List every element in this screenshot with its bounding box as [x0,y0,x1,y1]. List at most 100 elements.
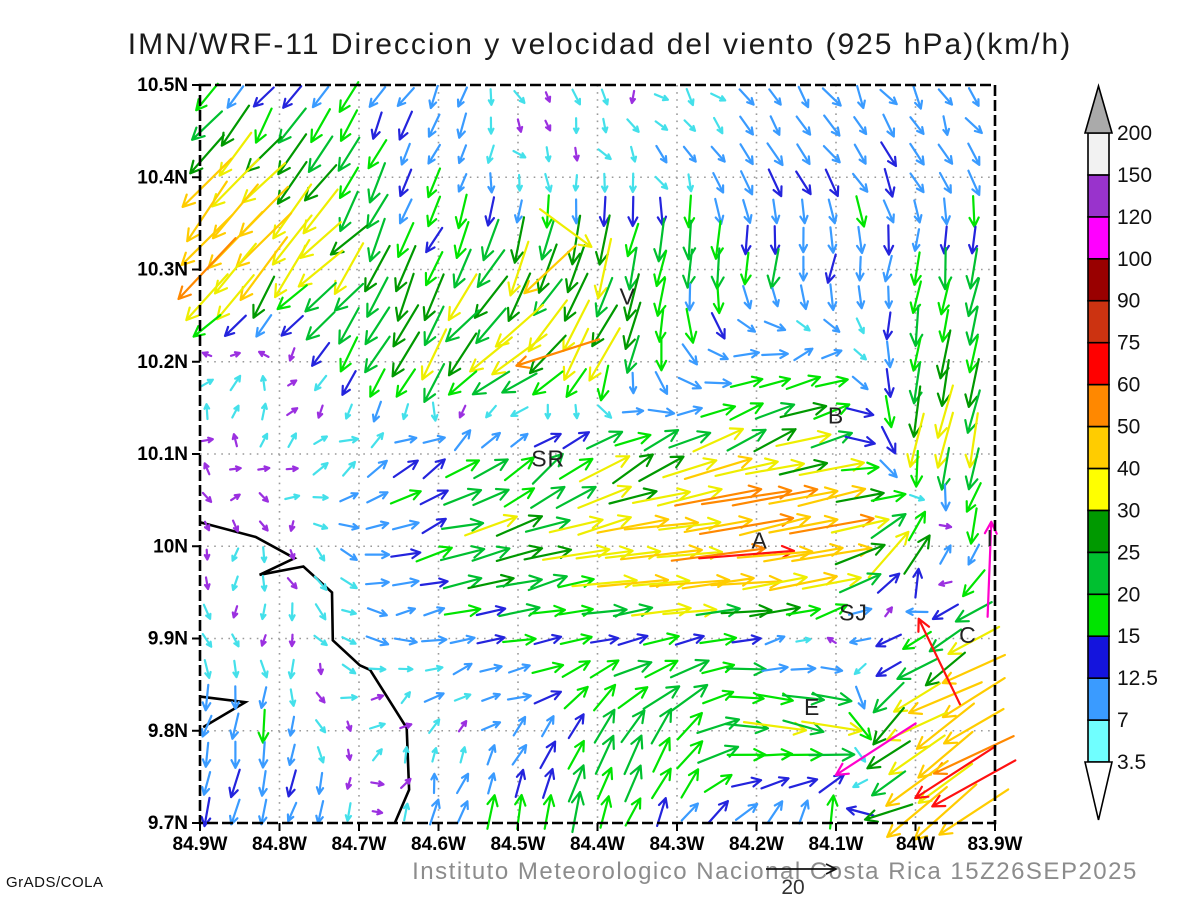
wind-vector [655,144,668,164]
wind-vector [936,359,951,407]
wind-vector [258,686,268,709]
wind-vector [631,487,691,504]
legend-label: 100 [1117,248,1152,271]
wind-vector [368,86,387,108]
wind-vector [338,307,360,345]
wind-vector [654,371,669,395]
wind-vector [589,659,620,679]
wind-vector [876,572,901,594]
legend-label: 50 [1117,416,1140,439]
wind-vector [764,634,786,646]
wind-vector [740,224,752,256]
wind-vector [879,459,898,479]
wind-vector [643,632,680,646]
wind-vector [338,81,360,113]
wind-vector [260,546,268,564]
wind-vector [533,633,563,646]
wind-vector [913,783,978,841]
coastline-peninsula [199,695,250,729]
wind-vector [821,87,842,107]
wind-vector [439,545,486,562]
wind-vector [848,711,872,741]
x-axis-label: 84.1W [809,834,864,855]
wind-vector [846,407,875,418]
wind-vector [818,773,846,794]
wind-vector [676,740,704,770]
wind-vector [366,276,389,318]
wind-vector [314,374,328,392]
wind-vector [909,280,922,314]
wind-vector [425,226,444,254]
wind-vector [472,487,510,507]
wind-vector [785,604,821,617]
wind-vector [884,285,893,309]
wind-vector [201,714,213,738]
wind-vector [365,520,390,530]
wind-vector [288,633,296,648]
wind-vector [453,221,470,259]
wind-vector [313,522,329,530]
wind-vector [875,661,902,677]
wind-vector [422,273,445,322]
wind-vector [594,276,614,318]
wind-vector [650,707,673,745]
wind-vector [445,459,481,479]
wind-vector [524,516,571,533]
wind-vector [201,633,213,648]
wind-vector [364,306,391,346]
wind-vector [924,651,966,687]
wind-vector [541,194,554,229]
wind-vector [311,85,330,109]
wind-vector [676,405,703,417]
x-axis-label: 84.5W [491,834,546,855]
wind-vector [834,542,886,566]
wind-vector [596,364,610,402]
wind-vector [885,759,949,807]
wind-vector [798,255,809,282]
wind-vector [366,459,388,478]
wind-vector [288,602,296,622]
wind-vector [954,601,993,623]
wind-vector [329,224,369,256]
wind-vector [943,707,1005,745]
wind-vector [572,117,580,135]
wind-vector [938,171,952,194]
wind-vector [367,162,386,204]
wind-vector [476,249,506,288]
wind-vector [907,510,927,542]
wind-vector [426,167,442,199]
wind-vector [855,225,866,255]
wind-vector [447,273,478,322]
wind-vector [423,363,446,403]
wind-vector [884,368,895,398]
wind-vector [511,744,528,766]
wind-vector [229,712,240,740]
wind-vector [871,770,907,797]
wind-vector [287,743,296,766]
wind-vector [754,402,796,420]
x-axis-label: 84.4W [570,834,625,855]
wind-vector [771,198,781,225]
wind-vector [536,243,558,294]
wind-vector [338,435,360,444]
wind-vector [702,689,735,705]
wind-vector [796,143,811,166]
wind-vector [452,662,473,676]
wind-vector [621,407,645,416]
wind-vector [203,576,211,591]
wind-vector [942,115,951,136]
wind-vector [364,550,391,560]
wind-vector [622,301,642,350]
wind-vector [341,370,357,396]
city-label-e: E [804,694,820,720]
wind-vector [704,378,733,389]
wind-vector [830,515,890,534]
wind-vector [835,488,885,503]
wind-vector [538,219,555,261]
grads-credit: GrADS/COLA [6,874,104,891]
wind-vector [424,251,444,287]
wind-vector [647,407,676,418]
legend-band [1087,341,1110,386]
wind-vector [510,432,529,448]
wind-vector [617,686,649,710]
